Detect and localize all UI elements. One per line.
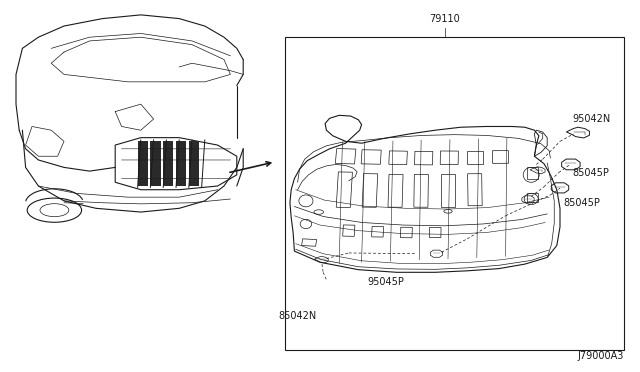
Text: 85045P: 85045P (573, 168, 610, 178)
Bar (150, 141, 161, 186)
Bar (285, 37, 624, 350)
Text: 79110: 79110 (429, 14, 460, 24)
Bar (138, 141, 148, 186)
Text: 95042N: 95042N (573, 114, 611, 124)
Text: J79000A3: J79000A3 (578, 351, 624, 361)
Bar (176, 141, 186, 186)
Bar (189, 141, 199, 186)
Bar (163, 141, 173, 186)
Text: 95045P: 95045P (367, 277, 404, 287)
Text: 85042N: 85042N (278, 311, 317, 321)
Text: 85045P: 85045P (563, 198, 600, 208)
